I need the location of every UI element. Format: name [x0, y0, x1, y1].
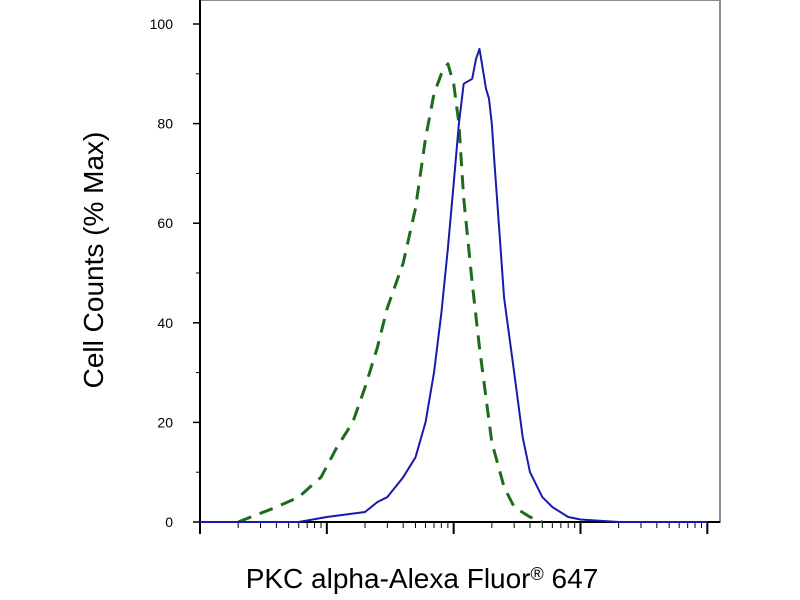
sample-histogram-line	[200, 47, 708, 523]
y-tick-label: 0	[165, 514, 173, 530]
registered-mark: ®	[531, 564, 544, 584]
control-histogram-line	[237, 62, 543, 524]
y-tick-label: 40	[157, 315, 173, 331]
y-axis-ticks: 0 20 40 60 80 100	[150, 16, 200, 530]
y-tick-label: 80	[157, 116, 173, 132]
x-axis-title: PKC alpha-Alexa Fluor® 647	[246, 563, 599, 594]
y-tick-label: 20	[157, 414, 173, 430]
y-axis-title: Cell Counts (% Max)	[78, 132, 109, 389]
y-tick-label: 100	[150, 16, 174, 32]
x-axis-title-suffix: 647	[544, 563, 599, 594]
x-axis-ticks	[199, 522, 709, 534]
series-layer	[200, 47, 708, 524]
x-axis-title-text: PKC alpha-Alexa Fluor	[246, 563, 531, 594]
plot-frame	[199, 0, 721, 523]
y-tick-label: 60	[157, 215, 173, 231]
